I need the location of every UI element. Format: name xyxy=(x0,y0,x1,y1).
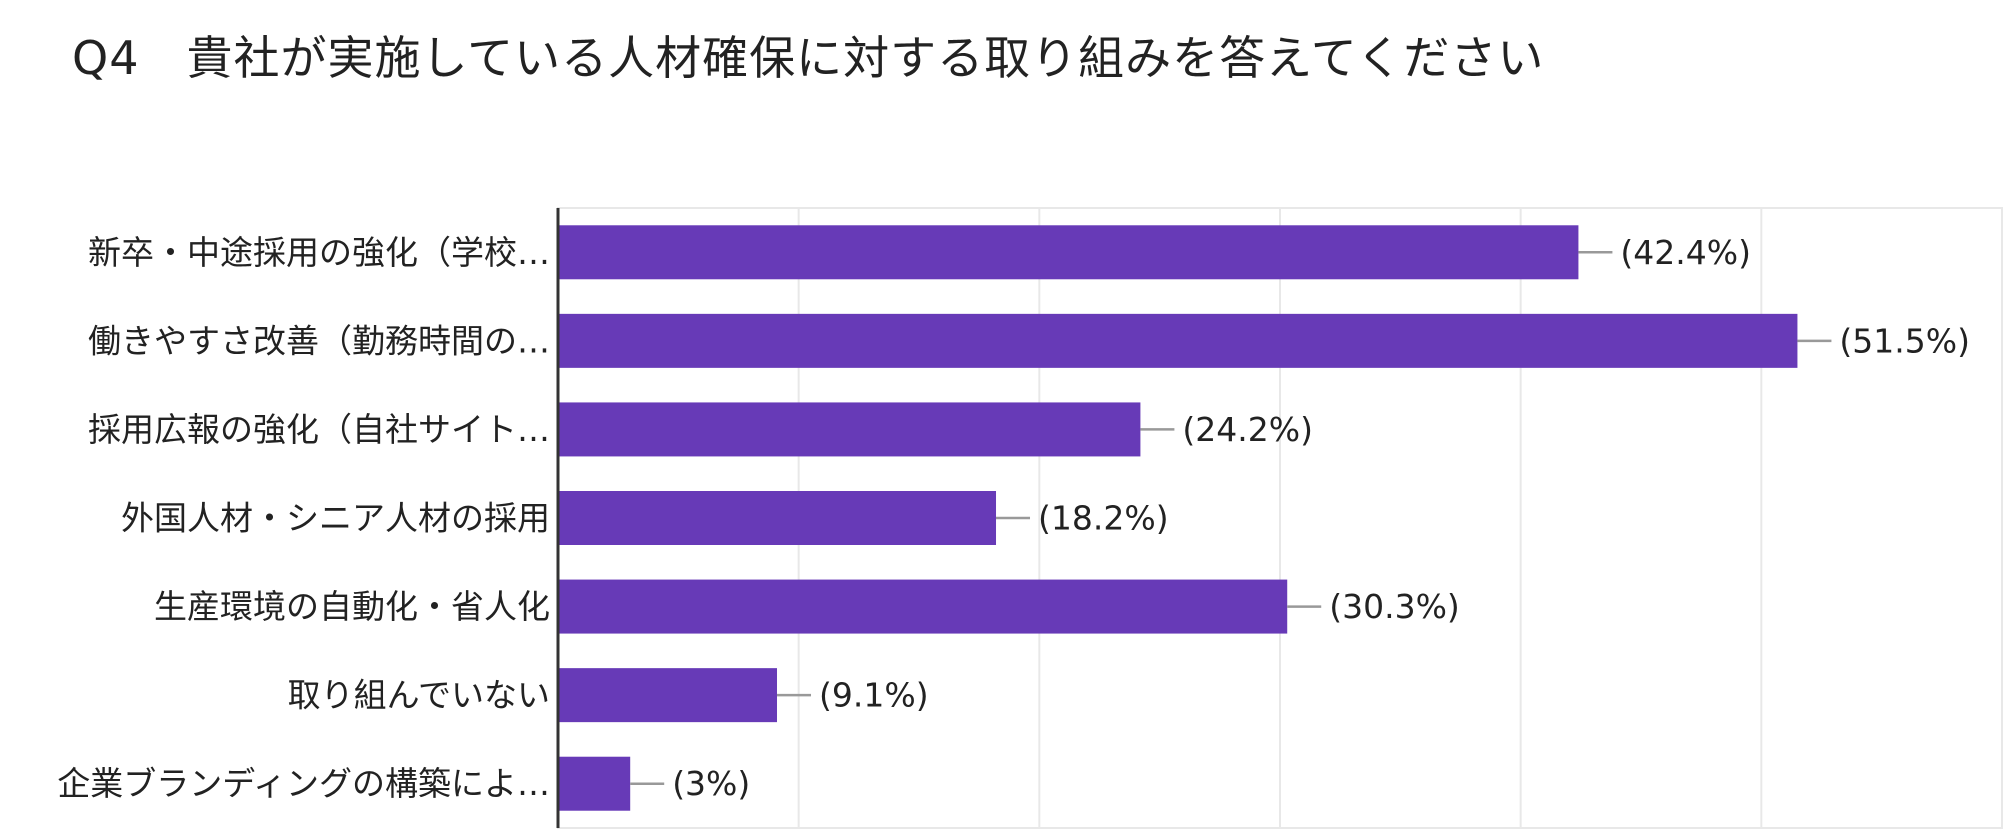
bar xyxy=(558,668,778,723)
data-label: (42.4%) xyxy=(1620,233,1751,272)
category-labels: 新卒・中途採用の強化（学校… 働きやすさ改善（勤務時間の… 採用広報の強化（自社サイ… xyxy=(57,233,550,803)
data-label: (3%) xyxy=(672,764,750,803)
category-label: 採用広報の強化（自社サイト… xyxy=(88,410,550,449)
bar xyxy=(558,313,1798,368)
data-label: (30.3%) xyxy=(1329,587,1460,626)
bar xyxy=(558,225,1579,280)
category-label: 取り組んでいない xyxy=(288,676,550,715)
category-label: 新卒・中途採用の強化（学校… xyxy=(88,233,550,272)
category-label: 生産環境の自動化・省人化 xyxy=(154,587,550,626)
bars xyxy=(558,225,1798,811)
bar xyxy=(558,491,997,545)
bar xyxy=(558,579,1288,634)
data-label: (9.1%) xyxy=(819,676,929,715)
bar xyxy=(558,756,631,811)
category-label: 企業ブランディングの構築によ… xyxy=(57,764,550,803)
data-label: (51.5%) xyxy=(1839,321,1970,360)
data-labels: (42.4%) (51.5%) (24.2%) (18.2%) (30.3%) (9.1%… xyxy=(630,233,1970,803)
chart-title: Q4 貴社が実施している人材確保に対する取り組みを答えてください xyxy=(72,31,1545,85)
category-label: 働きやすさ改善（勤務時間の… xyxy=(88,321,550,360)
data-label: (24.2%) xyxy=(1182,410,1313,449)
bar xyxy=(558,402,1141,457)
category-label: 外国人材・シニア人材の採用 xyxy=(121,499,550,538)
data-label: (18.2%) xyxy=(1038,499,1169,538)
